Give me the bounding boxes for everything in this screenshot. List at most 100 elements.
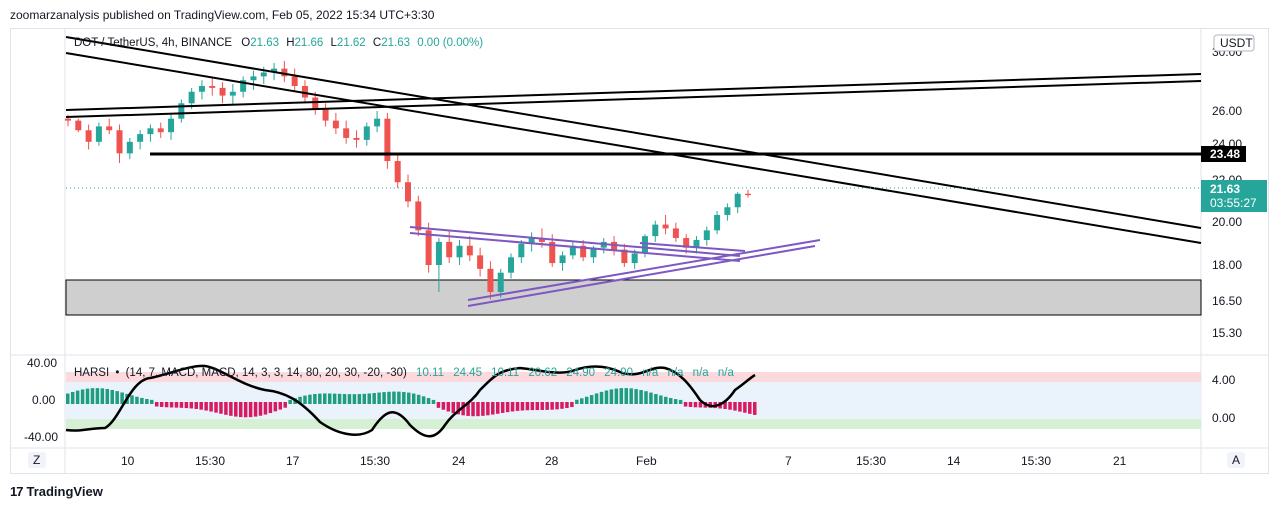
auto-scale-button[interactable]	[1227, 452, 1245, 468]
indicator-bar	[288, 399, 292, 404]
indicator-bar	[461, 402, 465, 416]
candle-body	[621, 249, 628, 264]
indicator-bar	[540, 402, 544, 410]
indicator-bar	[169, 402, 174, 408]
time-tick: 7	[785, 454, 792, 468]
chart-container[interactable]	[10, 28, 1269, 474]
time-tick: Feb	[636, 454, 657, 468]
time-tick: 10	[121, 454, 135, 468]
candle-body	[374, 118, 381, 127]
indicator-bar	[530, 402, 535, 411]
descending-trendline-lower[interactable]	[65, 52, 1202, 244]
candle-body	[415, 201, 422, 231]
candle-body	[394, 161, 401, 183]
indicator-bar	[451, 402, 456, 414]
indicator-bar	[105, 388, 110, 404]
indicator-bar	[263, 402, 268, 415]
wedge-upper-line-1[interactable]	[409, 226, 741, 257]
tradingview-logo-icon: 17	[10, 484, 24, 499]
auto-scale-button-label: A	[1232, 453, 1240, 467]
indicator-bar	[209, 402, 213, 412]
candle-body	[240, 80, 247, 92]
candle-body	[549, 241, 556, 264]
indicator-bar	[323, 393, 327, 404]
candle-body	[157, 128, 164, 133]
indicator-bar	[664, 396, 668, 404]
indicator-bar	[411, 393, 416, 404]
currency-button[interactable]	[1213, 34, 1255, 52]
indicator-bar	[273, 402, 278, 412]
descending-trendline-upper[interactable]	[65, 36, 1202, 229]
indicator-value: 24.90	[566, 367, 595, 379]
ascending-channel-lower[interactable]	[65, 80, 1202, 118]
indicator-bar	[75, 390, 80, 404]
indicator-bar	[70, 391, 75, 404]
indicator-bar	[392, 391, 396, 404]
wedge-lower-line-2[interactable]	[467, 245, 816, 307]
indicator-bar	[481, 402, 485, 416]
candle-body	[590, 247, 597, 258]
candle-body	[384, 118, 391, 162]
indicator-bar	[456, 402, 460, 415]
change-value: 0.00 (0.00%)	[417, 37, 483, 49]
level-badge	[1201, 146, 1246, 162]
indicator-bar	[743, 402, 747, 413]
candle-body	[291, 76, 298, 86]
support-zone[interactable]	[65, 279, 1202, 316]
zoom-button[interactable]	[28, 452, 46, 468]
indicator-bar	[402, 391, 406, 404]
symbol-legend[interactable]: DOT / TetherUS, 4h, BINANCE O21.63 H21.6…	[74, 37, 483, 49]
footer-branding[interactable]: 17 TradingView	[10, 484, 103, 499]
indicator-bar	[377, 392, 381, 404]
indicator-bar	[688, 402, 693, 407]
low-value: 21.62	[337, 37, 366, 49]
candle-body	[271, 68, 278, 73]
indicator-bar	[85, 388, 90, 404]
wedge-upper-line-2[interactable]	[409, 232, 741, 262]
wedge-upper-line-3[interactable]	[639, 242, 746, 252]
indicator-legend[interactable]: HARSI • (14, 7, MACD, MACD, 14, 3, 3, 14…	[74, 367, 734, 379]
indicator-params: (14, 7, MACD, MACD, 14, 3, 3, 14, 80, 20…	[126, 367, 407, 379]
indicator-bar	[416, 394, 421, 404]
indicator-bar	[229, 402, 233, 416]
price-tick: 20.00	[1212, 215, 1242, 229]
indicator-bar	[753, 402, 757, 415]
candle-body	[497, 272, 504, 292]
indicator-bar	[100, 388, 105, 404]
indicator-overbought-band	[66, 372, 1201, 382]
indicator-bar	[130, 395, 134, 404]
indicator-bar	[624, 388, 628, 404]
indicator-bar	[510, 402, 515, 412]
wedge-lower-line-1[interactable]	[467, 239, 821, 301]
indicator-right-tick: 4.00	[1212, 373, 1236, 387]
ascending-channel-upper[interactable]	[65, 73, 1202, 111]
indicator-bar	[179, 402, 184, 408]
time-axis[interactable]: 10 15:30 17 15:30 24 28 Feb 7 15:30 14 1…	[121, 454, 1127, 468]
candle-body	[446, 241, 453, 258]
indicator-bar	[164, 402, 169, 408]
candle-body	[147, 128, 154, 135]
price-tick: 18.00	[1212, 258, 1242, 272]
indicator-bar	[599, 391, 604, 404]
candle-body	[312, 97, 319, 110]
time-tick: 15:30	[195, 454, 225, 468]
time-tick: 24	[452, 454, 466, 468]
indicator-bar	[347, 394, 352, 404]
level-badge-label: 23.48	[1210, 147, 1240, 161]
time-tick: 17	[286, 454, 300, 468]
indicator-bar	[140, 397, 144, 404]
indicator-bar	[733, 402, 737, 411]
indicator-bar	[332, 393, 337, 404]
current-price-label: 21.63	[1210, 182, 1240, 196]
candle-body	[260, 72, 267, 77]
indicator-value: 10.11	[491, 367, 519, 379]
indicator-bar	[495, 402, 500, 414]
candle-body	[85, 130, 92, 142]
candle-body	[116, 130, 123, 154]
indicator-bar	[673, 399, 678, 404]
indicator-bar	[184, 402, 189, 409]
indicator-bar	[555, 402, 559, 410]
indicator-bar	[486, 402, 490, 416]
indicator-bar	[619, 388, 624, 404]
